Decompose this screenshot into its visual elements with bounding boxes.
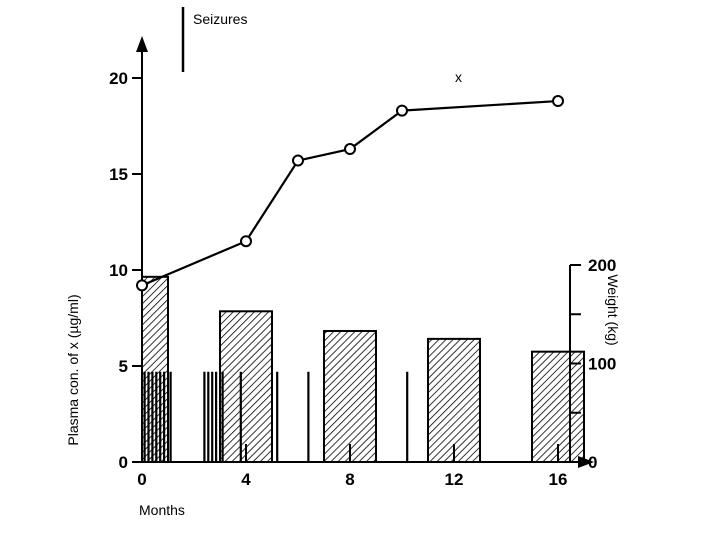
line-series (136, 95, 564, 292)
x-axis-arrow (578, 456, 594, 468)
x-axis-label: Months (139, 502, 185, 518)
line-series-path (141, 99, 559, 287)
x-tick-label: 0 (137, 470, 146, 489)
axes (132, 36, 594, 468)
left-tick-label: 0 (119, 453, 128, 472)
right-tick-label: 0 (588, 453, 597, 472)
seizures-legend-label: Seizures (193, 11, 247, 27)
line-series-point (292, 154, 304, 167)
weight-bars (141, 275, 585, 464)
left-tick-label: 15 (109, 165, 128, 184)
left-tick-label: 20 (109, 69, 128, 88)
line-series-point (240, 235, 252, 248)
right-tick-label: 100 (588, 355, 616, 374)
line-series-point (396, 104, 408, 117)
right-tick-label: 200 (588, 256, 616, 275)
line-series-point (552, 95, 564, 108)
x-tick-label: 16 (549, 470, 568, 489)
weight-bar (427, 337, 481, 463)
x-tick-label: 12 (445, 470, 464, 489)
left-axis-label: Plasma con. of x (µg/ml) (65, 294, 81, 445)
left-axis-arrow (136, 36, 148, 52)
line-series-label: x (455, 69, 462, 85)
weight-bar (219, 310, 273, 464)
left-tick-label: 5 (119, 357, 128, 376)
right-axis-label: Weight (kg) (605, 274, 621, 345)
line-series-point (136, 279, 148, 292)
x-tick-label: 8 (345, 470, 354, 489)
left-tick-label: 10 (109, 261, 128, 280)
line-series-point (344, 143, 356, 156)
seizure-marks (143, 371, 409, 462)
x-tick-label: 4 (241, 470, 251, 489)
weight-bar (323, 329, 377, 463)
